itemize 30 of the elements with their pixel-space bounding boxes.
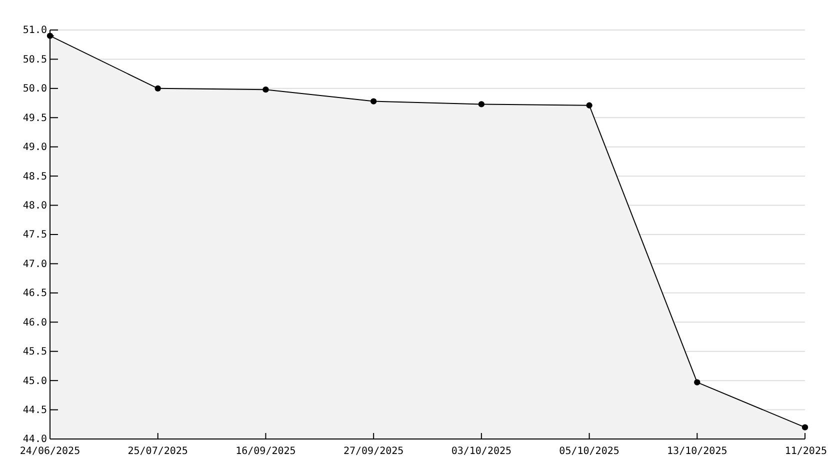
y-tick-label: 45.0 xyxy=(22,376,47,387)
point xyxy=(154,85,161,92)
y-tick-label: 51.0 xyxy=(22,25,47,36)
y-tick-label: 48.0 xyxy=(22,200,47,212)
point xyxy=(262,86,269,93)
x-tick-label: 25/07/2025 xyxy=(128,446,188,457)
point xyxy=(694,379,700,386)
y-tick-label: 45.5 xyxy=(22,346,47,358)
y-tick-label: 50.0 xyxy=(22,84,47,95)
point xyxy=(370,98,377,104)
x-tick-label: 13/10/2025 xyxy=(667,446,728,457)
point xyxy=(478,101,485,108)
x-tick-label: 05/10/2025 xyxy=(559,446,620,457)
point xyxy=(802,424,808,430)
y-tick-label: 46.0 xyxy=(22,317,47,328)
x-tick-label: 16/09/2025 xyxy=(236,446,296,457)
y-tick-label: 44.0 xyxy=(22,434,47,446)
y-tick-label: 49.0 xyxy=(22,142,47,154)
y-tick-label: 47.0 xyxy=(22,258,47,270)
x-tick-label: 11/2025 xyxy=(784,446,827,457)
y-tick-label: 48.5 xyxy=(22,171,47,182)
y-tick-label: 47.5 xyxy=(22,230,47,241)
x-tick-label: 27/09/2025 xyxy=(343,446,404,457)
x-tick-label: 03/10/2025 xyxy=(451,446,512,457)
y-tick-label: 44.5 xyxy=(22,404,47,416)
y-tick-label: 46.5 xyxy=(22,288,47,300)
x-tick-label: 24/06/2025 xyxy=(20,446,80,457)
y-tick-label: 49.5 xyxy=(22,112,47,124)
y-tick-label: 50.5 xyxy=(22,54,47,66)
point xyxy=(586,102,592,108)
